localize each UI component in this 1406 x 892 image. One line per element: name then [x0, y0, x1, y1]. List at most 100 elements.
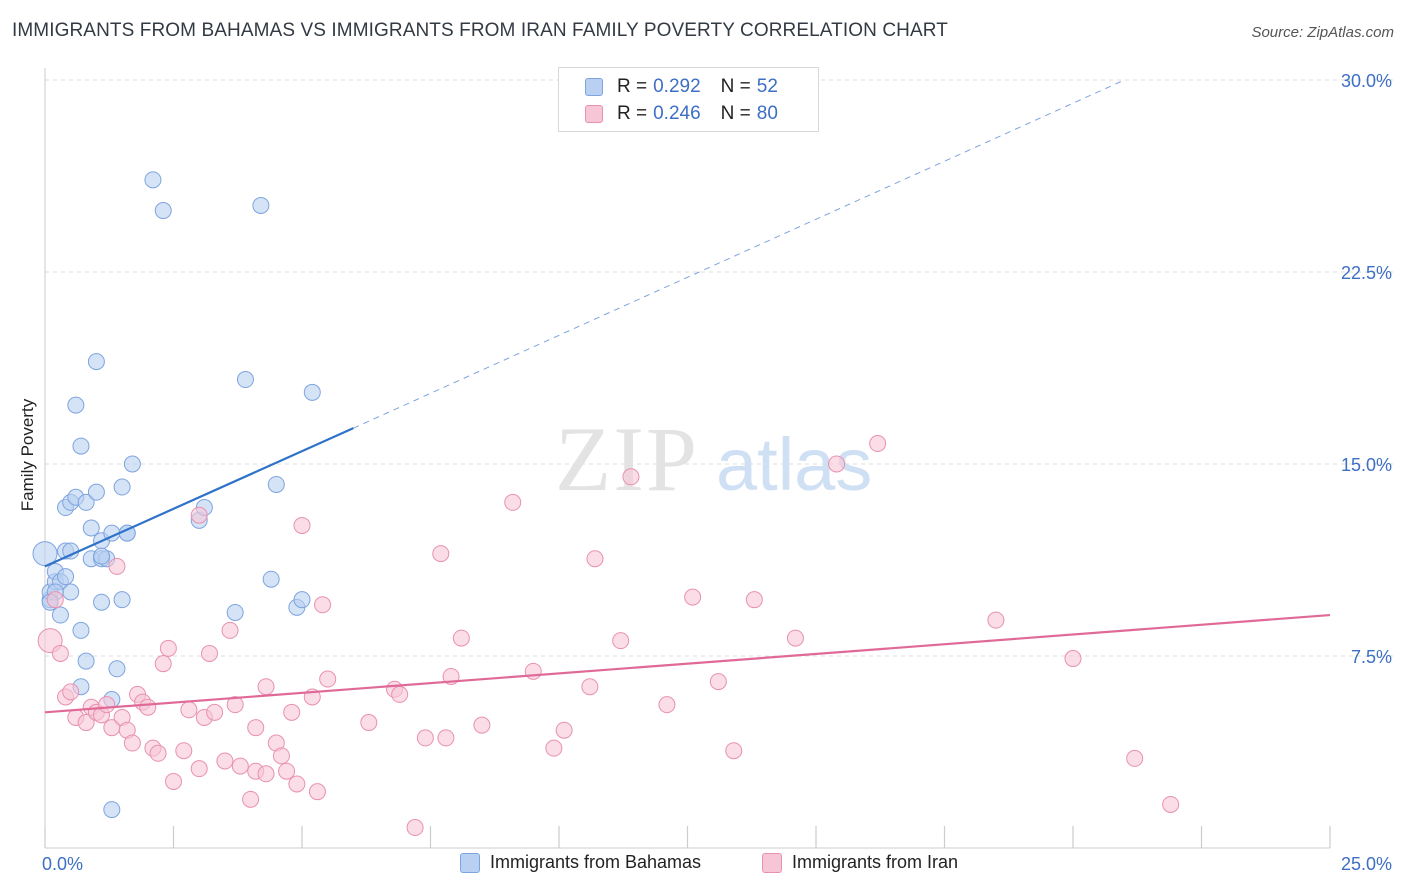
- bahamas-point: [93, 547, 111, 565]
- series-legend-iran[interactable]: Immigrants from Iran: [762, 852, 958, 873]
- iran-point: [108, 557, 126, 575]
- series-label-bahamas: Immigrants from Bahamas: [490, 852, 702, 872]
- iran-point: [231, 757, 249, 775]
- bahamas-trend-extension: [353, 79, 1125, 429]
- bahamas-point: [267, 475, 285, 493]
- iran-point: [504, 493, 522, 511]
- axes: [44, 68, 1331, 849]
- iran-point: [190, 506, 208, 524]
- series-swatch-bahamas: [460, 852, 480, 873]
- iran-point: [46, 591, 64, 609]
- legend-r-value-bahamas: 0.292: [653, 76, 701, 97]
- iran-point: [206, 703, 224, 721]
- bahamas-point: [77, 493, 95, 511]
- iran-point: [175, 742, 193, 760]
- bahamas-point: [67, 396, 85, 414]
- trend-lines: [44, 79, 1331, 714]
- legend-n-value-bahamas: 52: [756, 76, 778, 97]
- legend-row-iran: R = 0.246 N = 80: [585, 102, 778, 126]
- bahamas-point: [62, 583, 80, 601]
- bahamas-point: [103, 801, 121, 819]
- iran-point: [473, 716, 491, 734]
- iran-point: [139, 698, 157, 716]
- iran-point: [612, 632, 630, 650]
- x-tick-label-min: 0.0%: [42, 854, 83, 874]
- iran-point: [51, 644, 69, 662]
- iran-point: [555, 721, 573, 739]
- bahamas-point: [72, 621, 90, 639]
- bahamas-point: [262, 570, 280, 588]
- series-label-iran: Immigrants from Iran: [792, 852, 959, 872]
- iran-point: [586, 550, 604, 568]
- iran-point: [1162, 795, 1180, 813]
- bahamas-point: [252, 196, 270, 214]
- iran-point: [545, 739, 563, 757]
- iran-point: [123, 734, 141, 752]
- iran-point: [416, 729, 434, 747]
- iran-point: [283, 703, 301, 721]
- legend-swatch-bahamas: [585, 78, 603, 96]
- iran-point: [278, 762, 296, 780]
- watermark-zip: ZIP: [555, 408, 699, 510]
- iran-point: [77, 714, 95, 732]
- legend-n-label: N =: [720, 76, 751, 97]
- iran-point: [200, 644, 218, 662]
- iran-point: [709, 673, 727, 691]
- bahamas-point: [77, 652, 95, 670]
- iran-point: [452, 629, 470, 647]
- bahamas-point: [236, 371, 254, 389]
- iran-point: [165, 772, 182, 790]
- bahamas-point: [82, 519, 100, 537]
- legend-swatch-iran: [585, 105, 603, 123]
- iran-point: [1126, 749, 1144, 767]
- iran-point: [684, 588, 702, 606]
- legend-r-label: R =: [617, 76, 648, 97]
- watermark: ZIP atlas: [555, 408, 872, 510]
- iran-point: [98, 696, 116, 714]
- series-legend-bahamas[interactable]: Immigrants from Bahamas: [460, 852, 701, 873]
- iran-point: [159, 639, 177, 657]
- tick-labels: 7.5% 15.0% 22.5% 30.0% 0.0% 25.0%: [42, 71, 1392, 874]
- iran-point: [406, 819, 424, 837]
- bahamas-point: [72, 437, 90, 455]
- series-legend: Immigrants from Bahamas Immigrants from …: [0, 852, 1406, 876]
- source-credit: Source: ZipAtlas.com: [1251, 24, 1394, 41]
- iran-point: [869, 435, 887, 453]
- iran-point: [216, 752, 234, 770]
- y-tick-label: 30.0%: [1341, 71, 1392, 91]
- gridlines: [45, 79, 1393, 657]
- iran-point: [725, 742, 743, 760]
- iran-point: [314, 596, 332, 614]
- bahamas-point: [51, 606, 69, 624]
- iran-point: [288, 775, 306, 793]
- iran-point: [272, 747, 290, 765]
- iran-point: [190, 760, 208, 778]
- legend-n-value-iran: 80: [756, 103, 778, 124]
- iran-point: [154, 655, 172, 673]
- iran-point: [319, 670, 337, 688]
- legend-row-bahamas: R = 0.292 N = 52: [585, 75, 778, 99]
- x-tick-label-max: 25.0%: [1341, 854, 1392, 874]
- iran-point: [658, 696, 676, 714]
- iran-point: [149, 744, 167, 762]
- bahamas-point: [113, 591, 131, 609]
- iran-point: [62, 683, 80, 701]
- bahamas-point: [113, 478, 131, 496]
- iran-point: [524, 662, 542, 680]
- bahamas-point: [226, 603, 244, 621]
- bahamas-point: [293, 591, 311, 609]
- iran-trend-line: [44, 613, 1331, 714]
- iran-point: [581, 678, 599, 696]
- bahamas-trend-line: [44, 427, 354, 568]
- y-tick-label: 7.5%: [1351, 647, 1392, 667]
- iran-point: [247, 719, 265, 737]
- bahamas-point: [87, 483, 105, 501]
- iran-point: [180, 701, 198, 719]
- data-points: [32, 171, 1180, 837]
- iran-point: [828, 455, 846, 473]
- bahamas-point: [144, 171, 162, 189]
- iran-point: [987, 611, 1005, 629]
- bahamas-point: [87, 353, 105, 371]
- bahamas-point: [57, 568, 75, 586]
- legend-r-value-iran: 0.246: [653, 103, 701, 124]
